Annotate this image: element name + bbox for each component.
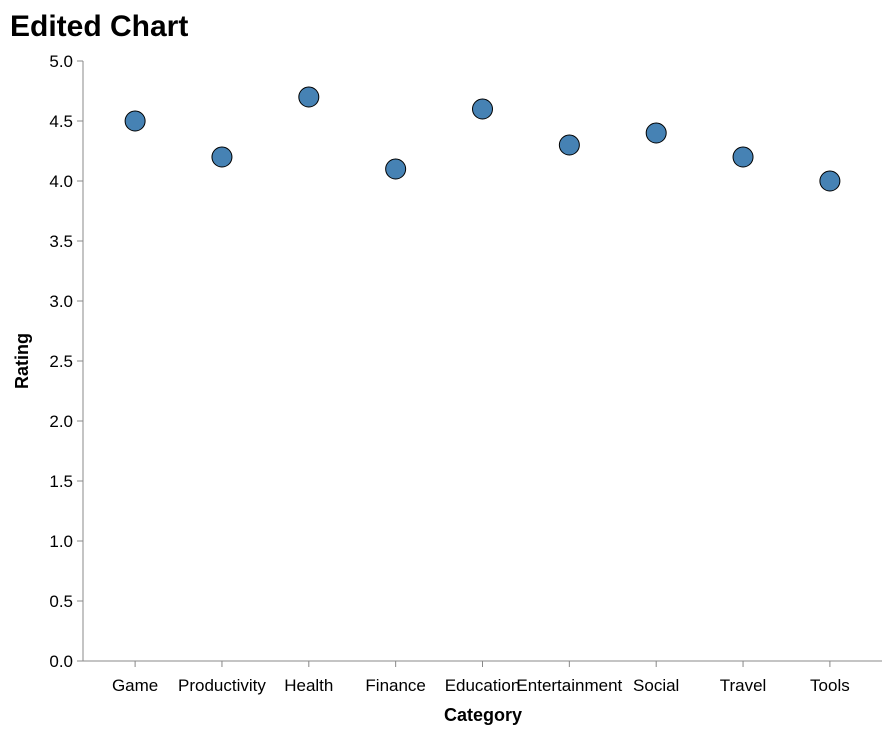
data-point-productivity[interactable]: [211, 146, 233, 168]
y-axis-title: Rating: [12, 333, 32, 389]
x-tick-label: Health: [284, 676, 333, 695]
y-tick-label: 2.0: [49, 412, 73, 431]
x-tick-label: Entertainment: [516, 676, 622, 695]
chart-title: Edited Chart: [10, 10, 188, 43]
y-tick-label: 4.5: [49, 112, 73, 131]
data-point-education[interactable]: [472, 98, 493, 120]
x-tick-label: Game: [112, 676, 158, 695]
data-point-finance[interactable]: [385, 158, 407, 180]
y-tick-label: 2.5: [49, 352, 73, 371]
y-tick-label: 0.5: [49, 592, 73, 611]
data-point-social[interactable]: [645, 122, 667, 144]
x-tick-label: Productivity: [178, 676, 266, 695]
data-point-travel[interactable]: [732, 146, 754, 168]
y-tick-label: 4.0: [49, 172, 73, 191]
x-axis-title: Category: [444, 705, 522, 725]
y-tick-label: 0.0: [49, 652, 73, 671]
x-tick-label: Travel: [720, 676, 767, 695]
y-tick-label: 3.0: [49, 292, 73, 311]
x-axis: Game Productivity Health Finance EducationEn…: [83, 660, 882, 725]
data-point-game[interactable]: [124, 110, 146, 132]
data-points: [124, 86, 841, 192]
x-ticks: Game Productivity Health Finance EducationEn…: [112, 661, 850, 695]
data-point-tools[interactable]: [819, 170, 841, 192]
data-point-health[interactable]: [298, 86, 320, 108]
y-ticks: 0.0 0.5 1.0 1.5 2.0 2.5 3.0 3.5 4.0 4.5 5.0: [49, 52, 83, 671]
x-tick-label: Social: [633, 676, 679, 695]
data-point-entertainment[interactable]: [558, 134, 580, 156]
y-tick-label: 1.0: [49, 532, 73, 551]
x-tick-label: Finance: [365, 676, 425, 695]
y-axis: 0.0 0.5 1.0 1.5 2.0 2.5 3.0 3.5 4.0 4.5 5.0 Rating: [12, 52, 84, 671]
y-tick-label: 3.5: [49, 232, 73, 251]
x-tick-label: Education: [445, 676, 521, 695]
x-tick-label: Tools: [810, 676, 850, 695]
y-tick-label: 1.5: [49, 472, 73, 491]
y-tick-label: 5.0: [49, 52, 73, 71]
